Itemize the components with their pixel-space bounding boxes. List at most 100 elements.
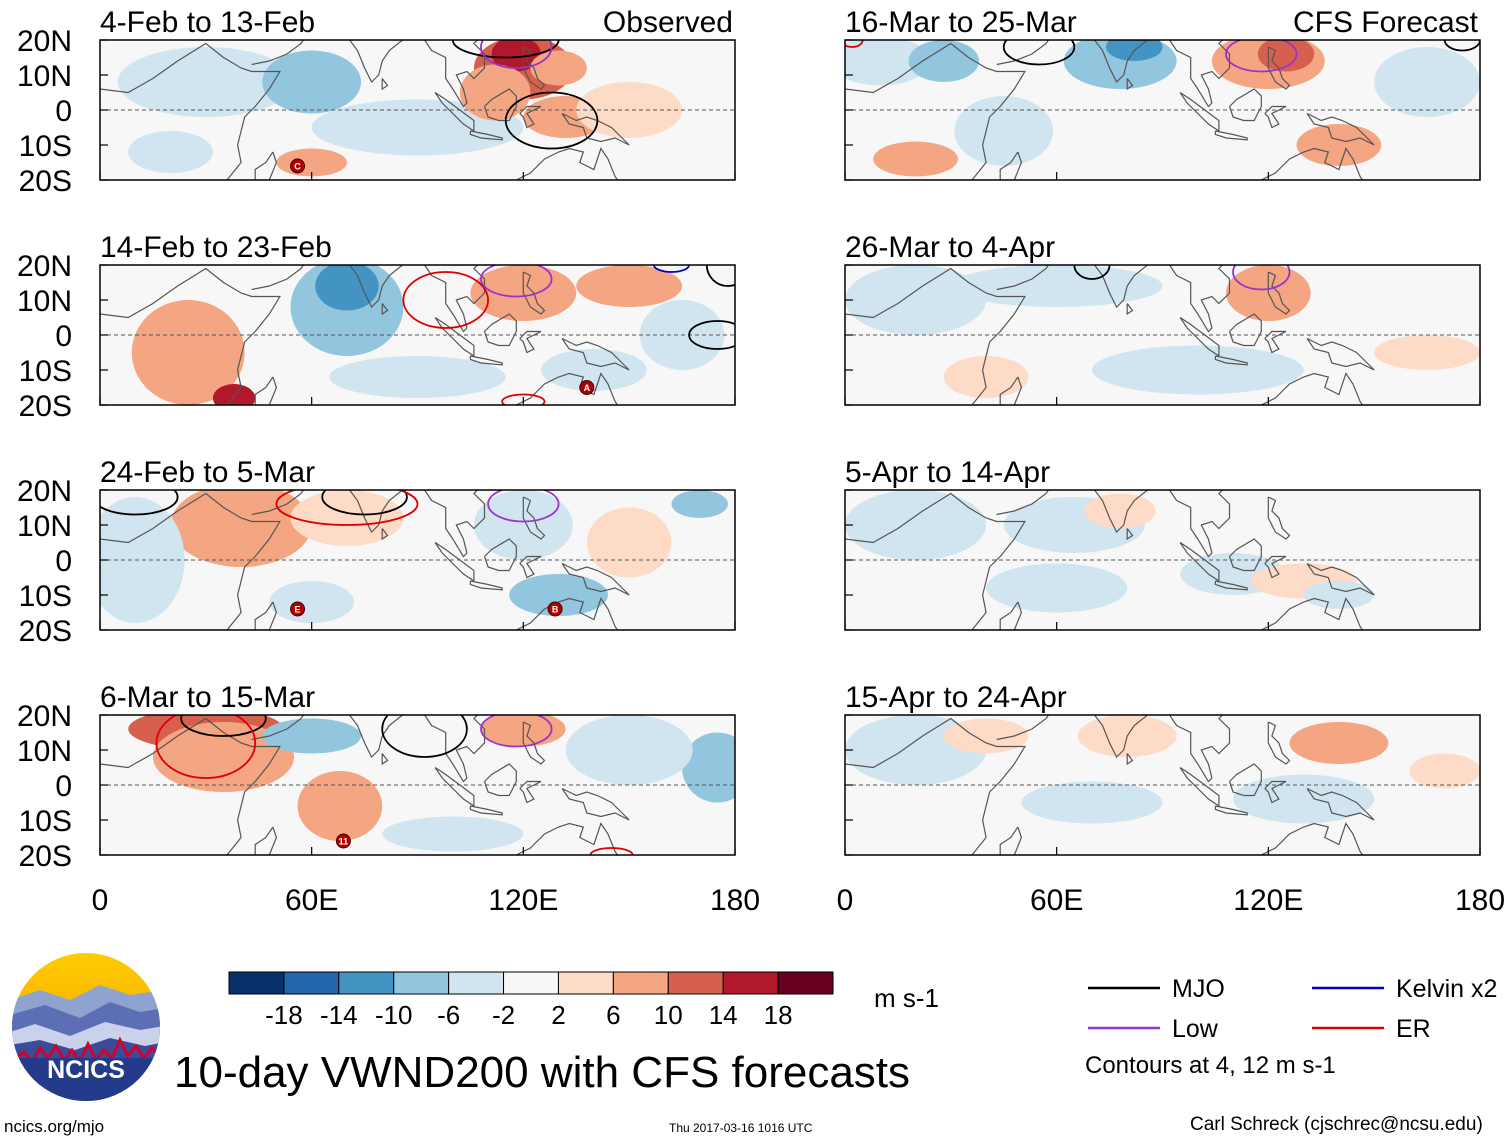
coastline [514, 597, 619, 630]
anomaly-region [586, 507, 672, 578]
storm-label: 11 [339, 837, 349, 847]
coastline [514, 147, 619, 180]
y-tick-label: 10N [17, 60, 72, 93]
colorbar-tick-label: 18 [764, 1000, 793, 1030]
coastline [348, 715, 404, 759]
coastline [381, 528, 389, 541]
anomaly-region [262, 718, 362, 754]
er-contour [589, 847, 634, 855]
low-contour [480, 265, 553, 298]
anomaly-region [491, 40, 541, 72]
colorbar-swatch [283, 971, 340, 995]
logo-text: NCICS [47, 1056, 125, 1084]
anomaly-region [1257, 40, 1315, 72]
anomaly-region [382, 816, 524, 852]
panel-title: 5-Apr to 14-Apr [845, 456, 1050, 489]
coastline [251, 40, 305, 66]
y-tick-label: 20S [19, 390, 72, 423]
mjo-contour [381, 715, 468, 758]
coastline [1093, 715, 1149, 759]
coastline [1214, 130, 1248, 141]
coastline [251, 490, 305, 516]
panel-title: 15-Apr to 24-Apr [845, 681, 1067, 714]
anomaly-region [1021, 781, 1163, 824]
coastline [561, 787, 630, 821]
storm-label: C [294, 162, 301, 172]
y-tick-label: 10S [19, 355, 72, 388]
coastline [1093, 490, 1149, 534]
y-tick-label: 0 [55, 770, 72, 803]
er-contour [402, 271, 489, 329]
er-contour [845, 40, 864, 48]
coastline [1228, 313, 1262, 347]
panel-title: 14-Feb to 23-Feb [100, 231, 332, 264]
coastline [469, 805, 503, 816]
timestamp: Thu 2017-03-16 1016 UTC [669, 1121, 813, 1135]
y-tick-label: 0 [55, 320, 72, 353]
coastline [1264, 555, 1287, 579]
low-contour [1225, 40, 1298, 73]
coastline [254, 151, 278, 180]
anomaly-region [671, 490, 728, 518]
legend-label: Kelvin x2 [1396, 975, 1497, 1003]
coastline [483, 538, 517, 572]
coastline [434, 91, 475, 133]
anomaly-region [682, 732, 735, 803]
mjo-contour [1443, 40, 1480, 52]
anomaly-field [845, 490, 1480, 630]
colorbar-swatch [393, 971, 450, 995]
coastline [1126, 528, 1134, 541]
coastline [483, 313, 517, 347]
anomaly-region [943, 356, 1029, 398]
storm-marker: C [290, 158, 306, 174]
coastline [251, 715, 305, 741]
mjo-contour [1073, 265, 1111, 280]
coastline [254, 601, 278, 630]
coastline [254, 376, 278, 405]
legend-label: ER [1396, 1015, 1431, 1043]
coastline [1267, 46, 1291, 90]
coastline [845, 267, 1026, 405]
coastline [514, 822, 619, 855]
coastline [996, 265, 1050, 291]
storm-label: A [584, 383, 591, 393]
legend-label: MJO [1172, 975, 1225, 1003]
coastline [522, 271, 546, 315]
coastline [1214, 805, 1248, 816]
footer-url[interactable]: ncics.org/mjo [4, 1117, 105, 1136]
coastline [1169, 715, 1231, 783]
coastline [522, 46, 546, 90]
coastline [519, 330, 542, 354]
anomaly-region [315, 265, 379, 311]
coastline [522, 721, 546, 765]
anomaly-region [1303, 581, 1375, 609]
coastline [254, 826, 278, 855]
panel: 26-Mar to 4-Apr [844, 231, 1481, 406]
anomaly-region [170, 490, 312, 567]
coastline [381, 753, 389, 766]
panel-title: 16-Mar to 25-Mar [845, 6, 1077, 39]
coastline [561, 562, 630, 596]
panel-title: 24-Feb to 5-Mar [100, 456, 315, 489]
coastline [1214, 355, 1248, 366]
coastline [522, 496, 546, 540]
coastline [1228, 88, 1262, 122]
coastline [469, 355, 503, 366]
coastline [251, 265, 305, 291]
coastline [100, 267, 281, 405]
coastline [1126, 78, 1134, 91]
anomaly-region [329, 356, 506, 398]
coastline [1306, 337, 1375, 371]
anomaly-region [845, 490, 987, 560]
coastline [434, 766, 475, 808]
anomaly-region [1233, 774, 1375, 824]
storm-marker: A [579, 380, 595, 395]
anomaly-region [473, 490, 573, 560]
ncics-logo: NCICS [12, 953, 160, 1101]
contour-note: Contours at 4, 12 m s-1 [1085, 1052, 1336, 1079]
x-tick-label: 0 [92, 884, 109, 917]
anomaly-region [954, 96, 1054, 166]
